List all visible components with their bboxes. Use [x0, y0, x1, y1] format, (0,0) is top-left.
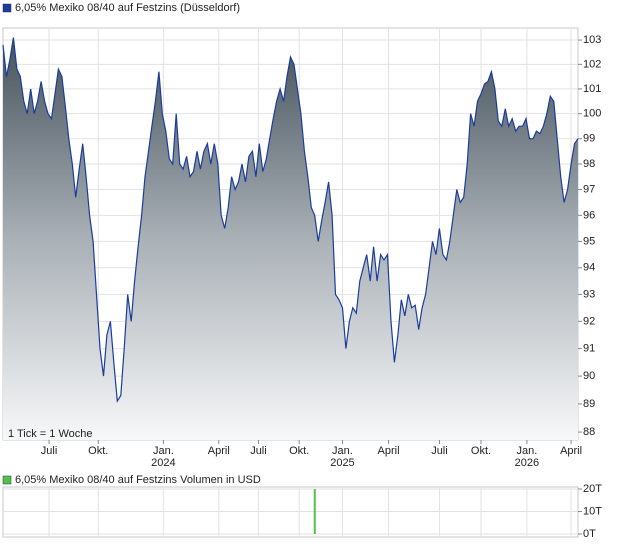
legend-label: 6,05% Mexiko 08/40 auf Festzins (Düsseld… — [15, 2, 240, 14]
volume-bar — [313, 489, 316, 534]
legend-swatch — [2, 3, 12, 13]
x-tick-label: April — [560, 445, 582, 457]
x-tick-label: Okt. — [471, 445, 491, 457]
x-tick-label: Okt. — [289, 445, 309, 457]
area-fill — [3, 37, 578, 440]
x-tick-label: Jan. — [153, 445, 174, 457]
y-tick-label: 103 — [583, 34, 601, 46]
annotation: 1 Tick = 1 Woche — [8, 428, 92, 440]
y-tick-label: 93 — [583, 288, 595, 300]
x-tick-label: April — [208, 445, 230, 457]
y-tick-label: 100 — [583, 108, 601, 120]
x-tick-label: Okt. — [88, 445, 108, 457]
y-tick-label: 95 — [583, 235, 595, 247]
y-tick-label: 99 — [583, 133, 595, 145]
y-tick-label: 0T — [583, 528, 596, 540]
x-tick-label: Juli — [431, 445, 448, 457]
x-tick-label: Jan. — [332, 445, 353, 457]
y-tick-label: 89 — [583, 398, 595, 410]
x-tick-label: Jan. — [517, 445, 538, 457]
legend-swatch — [2, 475, 12, 485]
y-tick-label: 97 — [583, 183, 595, 195]
y-tick-label: 90 — [583, 370, 595, 382]
y-tick-label: 94 — [583, 262, 595, 274]
y-tick-label: 88 — [583, 426, 595, 438]
y-tick-label: 101 — [583, 83, 601, 95]
x-tick-year: 2024 — [151, 457, 175, 469]
x-tick-label: Juli — [41, 445, 58, 457]
x-tick-year: 2025 — [330, 457, 354, 469]
y-tick-label: 91 — [583, 342, 595, 354]
y-tick-label: 96 — [583, 209, 595, 221]
legend-label: 6,05% Mexiko 08/40 auf Festzins Volumen … — [15, 474, 261, 486]
y-tick-label: 20T — [583, 483, 602, 495]
y-tick-label: 10T — [583, 505, 602, 517]
x-tick-label: Juli — [250, 445, 267, 457]
y-tick-label: 98 — [583, 158, 595, 170]
x-tick-label: April — [378, 445, 400, 457]
x-tick-year: 2026 — [515, 457, 539, 469]
price-line — [2, 37, 579, 403]
y-tick-label: 102 — [583, 58, 601, 70]
y-tick-label: 92 — [583, 315, 595, 327]
